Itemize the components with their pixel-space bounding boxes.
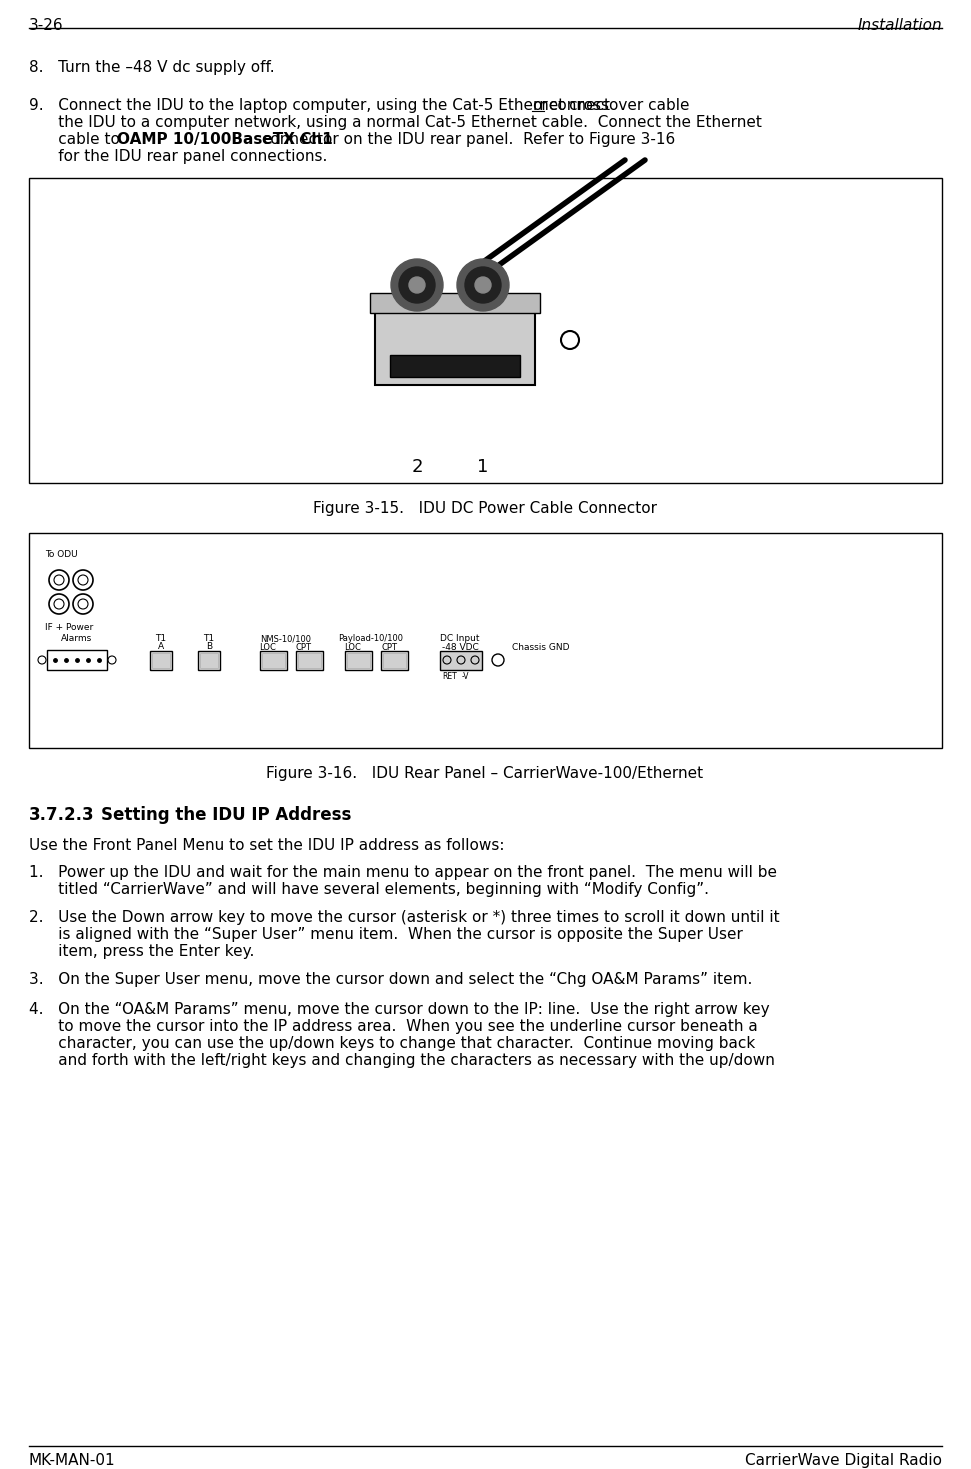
Text: 4.   On the “OA&M Params” menu, move the cursor down to the IP: line.  Use the r: 4. On the “OA&M Params” menu, move the c… [29, 1002, 770, 1017]
Text: Chassis GND: Chassis GND [512, 643, 570, 652]
Text: 3.7.2.3: 3.7.2.3 [29, 806, 94, 824]
Circle shape [409, 278, 425, 292]
Text: T1: T1 [155, 635, 167, 643]
Text: -V: -V [462, 671, 470, 682]
Text: LOC: LOC [345, 643, 361, 652]
Text: 3.   On the Super User menu, move the cursor down and select the “Chg OA&M Param: 3. On the Super User menu, move the curs… [29, 972, 753, 987]
Bar [200, 654, 218, 668]
Text: is aligned with the “Super User” menu item.  When the cursor is opposite the Sup: is aligned with the “Super User” menu it… [29, 927, 743, 942]
Text: 9.   Connect the IDU to the laptop computer, using the Cat-5 Ethernet crossover : 9. Connect the IDU to the laptop compute… [29, 98, 694, 113]
Text: the IDU to a computer network, using a normal Cat-5 Ethernet cable.  Connect the: the IDU to a computer network, using a n… [29, 115, 762, 129]
Bar [296, 651, 323, 670]
Circle shape [457, 259, 509, 311]
Circle shape [475, 278, 491, 292]
Text: LOC: LOC [259, 643, 277, 652]
Text: OAMP 10/100BaseTX Ch1: OAMP 10/100BaseTX Ch1 [117, 132, 332, 147]
Text: and forth with the left/right keys and changing the characters as necessary with: and forth with the left/right keys and c… [29, 1053, 775, 1068]
Text: CarrierWave Digital Radio: CarrierWave Digital Radio [745, 1453, 942, 1468]
Text: DC Input: DC Input [440, 635, 480, 643]
Text: Alarms: Alarms [61, 635, 92, 643]
Bar [198, 651, 220, 670]
Text: connector on the IDU rear panel.  Refer to Figure 3-16: connector on the IDU rear panel. Refer t… [257, 132, 676, 147]
Circle shape [391, 259, 443, 311]
Bar [390, 355, 520, 378]
Text: Use the Front Panel Menu to set the IDU IP address as follows:: Use the Front Panel Menu to set the IDU … [29, 837, 505, 853]
Text: CPT: CPT [296, 643, 312, 652]
Text: item, press the Enter key.: item, press the Enter key. [29, 945, 254, 959]
Text: 2: 2 [412, 458, 422, 476]
Circle shape [465, 267, 501, 303]
Text: character, you can use the up/down keys to change that character.  Continue movi: character, you can use the up/down keys … [29, 1036, 755, 1050]
Bar [345, 651, 372, 670]
Text: for the IDU rear panel connections.: for the IDU rear panel connections. [29, 148, 327, 165]
Bar [440, 651, 482, 670]
Text: IF + Power: IF + Power [45, 623, 93, 632]
Bar [150, 651, 172, 670]
Text: 8.   Turn the –48 V dc supply off.: 8. Turn the –48 V dc supply off. [29, 60, 275, 75]
Text: Figure 3-15.   IDU DC Power Cable Connector: Figure 3-15. IDU DC Power Cable Connecto… [313, 501, 657, 516]
Bar [381, 651, 408, 670]
Bar [383, 654, 406, 668]
Text: Setting the IDU IP Address: Setting the IDU IP Address [101, 806, 352, 824]
Text: or: or [532, 98, 548, 113]
Text: A: A [158, 642, 164, 651]
Text: 3-26: 3-26 [29, 18, 64, 32]
Text: Payload-10/100: Payload-10/100 [339, 635, 404, 643]
Text: CPT: CPT [381, 643, 397, 652]
Text: to move the cursor into the IP address area.  When you see the underline cursor : to move the cursor into the IP address a… [29, 1019, 757, 1034]
Text: 1: 1 [478, 458, 488, 476]
Bar [262, 654, 285, 668]
Text: -48 VDC: -48 VDC [442, 643, 479, 652]
Text: RET: RET [442, 671, 456, 682]
Circle shape [399, 267, 435, 303]
Text: Figure 3-16.   IDU Rear Panel – CarrierWave-100/Ethernet: Figure 3-16. IDU Rear Panel – CarrierWav… [266, 765, 704, 782]
Text: MK-MAN-01: MK-MAN-01 [29, 1453, 116, 1468]
Bar [375, 295, 535, 385]
Bar [370, 292, 540, 313]
Text: titled “CarrierWave” and will have several elements, beginning with “Modify Conf: titled “CarrierWave” and will have sever… [29, 881, 709, 898]
Bar [47, 649, 107, 670]
Text: cable to: cable to [29, 132, 124, 147]
Text: T1: T1 [204, 635, 215, 643]
Bar [29, 533, 942, 748]
Text: Installation: Installation [857, 18, 942, 32]
Text: 1.   Power up the IDU and wait for the main menu to appear on the front panel.  : 1. Power up the IDU and wait for the mai… [29, 865, 777, 880]
Bar [347, 654, 370, 668]
Bar [152, 654, 170, 668]
Text: connect: connect [544, 98, 610, 113]
Text: B: B [206, 642, 212, 651]
Bar [29, 178, 942, 483]
Bar [298, 654, 321, 668]
Bar [260, 651, 287, 670]
Text: 2.   Use the Down arrow key to move the cursor (asterisk or *) three times to sc: 2. Use the Down arrow key to move the cu… [29, 909, 780, 925]
Text: NMS-10/100: NMS-10/100 [260, 635, 312, 643]
Text: To ODU: To ODU [45, 549, 78, 560]
